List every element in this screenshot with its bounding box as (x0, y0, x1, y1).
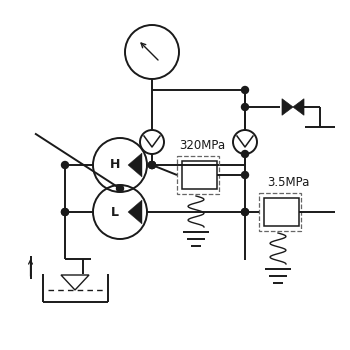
Polygon shape (128, 200, 142, 224)
Circle shape (117, 185, 124, 192)
Circle shape (241, 86, 248, 93)
Circle shape (233, 130, 257, 154)
Polygon shape (282, 99, 293, 115)
Circle shape (241, 209, 248, 216)
Circle shape (140, 130, 164, 154)
Circle shape (241, 150, 248, 158)
Circle shape (241, 172, 248, 178)
Text: H: H (110, 159, 120, 172)
Circle shape (148, 161, 155, 168)
Text: 3.5MPa: 3.5MPa (267, 176, 309, 189)
Circle shape (148, 161, 155, 168)
Circle shape (62, 209, 69, 216)
Circle shape (241, 209, 248, 216)
Circle shape (62, 161, 69, 168)
Circle shape (148, 161, 155, 168)
Text: 320MPa: 320MPa (179, 139, 225, 152)
Circle shape (241, 104, 248, 111)
Circle shape (62, 209, 69, 216)
Polygon shape (128, 153, 142, 177)
Polygon shape (293, 99, 304, 115)
Text: L: L (111, 205, 119, 218)
